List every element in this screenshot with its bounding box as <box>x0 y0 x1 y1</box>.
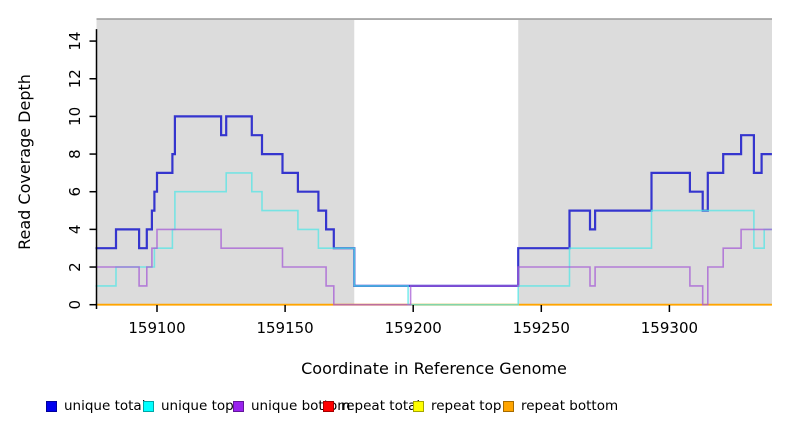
legend-swatch-unique-top <box>143 400 154 412</box>
y-tick-label: 8 <box>66 149 84 159</box>
legend-swatch-unique-total <box>46 400 57 412</box>
y-axis-title: Read Coverage Depth <box>15 74 34 250</box>
x-axis-title: Coordinate in Reference Genome <box>301 359 567 378</box>
x-tick-label: 159250 <box>513 319 570 337</box>
y-tick-label: 0 <box>66 300 84 310</box>
x-tick-label: 159200 <box>385 319 442 337</box>
legend-item-unique-top: unique top <box>143 398 234 414</box>
masked-region <box>354 20 519 305</box>
legend-swatch-repeat-bottom <box>503 400 514 412</box>
y-tick-label: 2 <box>66 262 84 272</box>
legend-label: repeat bottom <box>521 398 619 414</box>
y-tick-label: 10 <box>66 107 84 126</box>
y-tick-label: 14 <box>66 32 84 51</box>
legend-item-repeat-top: repeat top <box>413 398 501 414</box>
series-unique-top <box>95 172 772 306</box>
legend-swatch-repeat-total <box>323 400 334 412</box>
legend-label: unique total <box>64 398 146 414</box>
x-tick-label: 159300 <box>641 319 698 337</box>
legend-label: repeat top <box>431 398 502 414</box>
chart-legend: unique total unique top unique bottom repea… <box>0 398 792 422</box>
legend-item-unique-total: unique total <box>46 398 145 414</box>
legend-item-repeat-total: repeat total <box>323 398 420 414</box>
y-tick-label: 12 <box>66 69 84 88</box>
legend-swatch-unique-bottom <box>233 400 244 412</box>
legend-item-repeat-bottom: repeat bottom <box>503 398 618 414</box>
legend-label: repeat total <box>341 398 421 414</box>
legend-label: unique top <box>161 398 234 414</box>
x-tick-label: 159150 <box>256 319 313 337</box>
series-unique-bottom <box>95 228 772 306</box>
plot-area <box>95 18 772 306</box>
axes: 0 2 4 6 8 10 12 14 159100 159150 159200 159250 15930… <box>66 29 698 337</box>
y-tick-label: 4 <box>66 225 84 235</box>
x-tick-label: 159100 <box>128 319 185 337</box>
y-tick-label: 6 <box>66 187 84 197</box>
legend-swatch-repeat-top <box>413 400 424 412</box>
